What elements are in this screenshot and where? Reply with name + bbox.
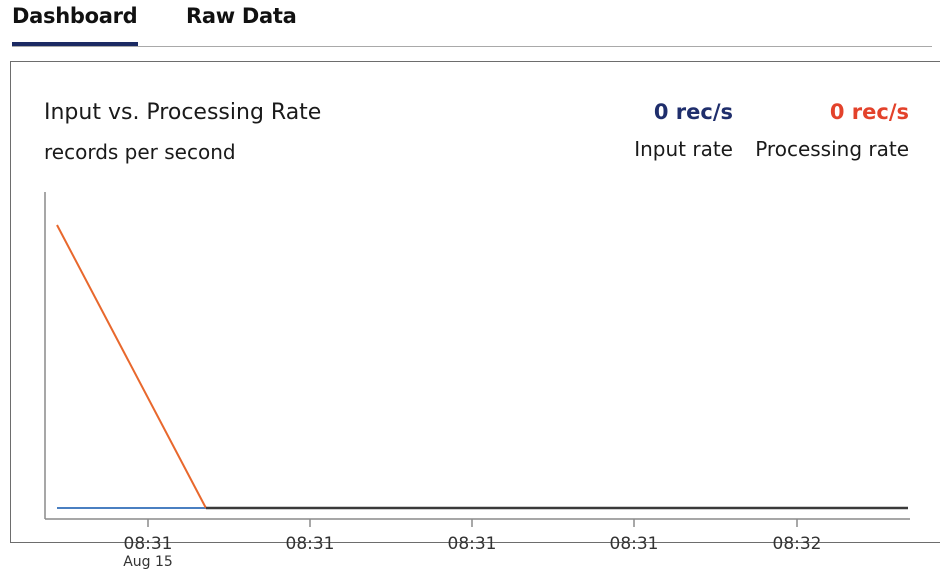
tab-raw-data[interactable]: Raw Data	[186, 4, 297, 28]
chart-title: Input vs. Processing Rate	[44, 100, 322, 125]
x-tick-date-label: Aug 15	[123, 554, 173, 570]
tab-bar: Dashboard Raw Data	[0, 0, 942, 50]
active-tab-indicator	[12, 42, 138, 47]
tab-dashboard[interactable]: Dashboard	[12, 4, 138, 28]
x-tick-label: 08:31	[610, 534, 659, 554]
chart-subtitle: records per second	[44, 140, 236, 164]
x-tick-label: 08:31	[448, 534, 497, 554]
tab-separator	[12, 46, 932, 47]
input-rate-label: Input rate	[634, 137, 733, 161]
processing-rate-value: 0 rec/s	[829, 100, 909, 124]
input-rate-value: 0 rec/s	[653, 100, 733, 124]
x-tick-label: 08:31	[124, 534, 173, 554]
series-layer	[56, 224, 908, 510]
x-tick-label: 08:31	[286, 534, 335, 554]
series-line-1	[56, 224, 207, 509]
x-tick-label: 08:32	[773, 534, 822, 554]
chart-card	[10, 61, 940, 543]
processing-rate-label: Processing rate	[755, 137, 909, 161]
